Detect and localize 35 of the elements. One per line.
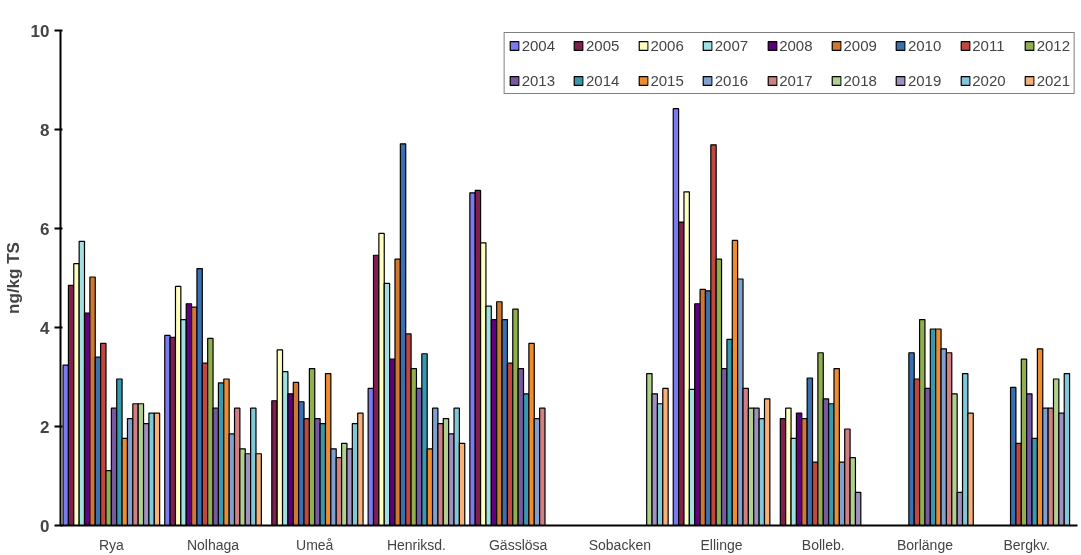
legend-label: 2017 (779, 72, 813, 89)
y-tick-label: 10 (30, 21, 50, 41)
x-tick-label: Henriksd. (386, 536, 447, 553)
legend-label: 2010 (907, 37, 942, 54)
legend-label: 2009 (843, 37, 877, 54)
y-axis-title: ng/kg TS (3, 242, 23, 314)
x-tick-label: Umeå (296, 536, 334, 553)
legend-label: 2012 (1036, 37, 1070, 54)
legend-label: 2020 (972, 72, 1006, 89)
x-tick-label: Ellinge (700, 536, 743, 553)
legend-label: 2011 (972, 37, 1005, 54)
x-tick-label: Bolleb. (801, 536, 845, 553)
legend-label: 2013 (521, 72, 555, 89)
y-tick-label: 0 (40, 516, 50, 536)
y-tick-label: 2 (40, 417, 50, 437)
x-tick-label: Bergkv. (1003, 536, 1050, 553)
legend-label: 2014 (586, 72, 620, 89)
legend-label: 2006 (650, 37, 684, 54)
legend-label: 2021 (1036, 72, 1070, 89)
legend-label: 2019 (907, 72, 942, 89)
legend-label: 2015 (650, 72, 684, 89)
x-tick-label: Borlänge (896, 536, 954, 553)
legend-label: 2007 (714, 37, 749, 54)
x-tick-label: Sobacken (588, 536, 651, 553)
legend-label: 2018 (843, 72, 877, 89)
legend-label: 2004 (521, 37, 555, 54)
legend-label: 2005 (586, 37, 620, 54)
x-tick-label: Gässlösa (488, 536, 548, 553)
legend-label: 2016 (714, 72, 749, 89)
y-tick-label: 4 (40, 318, 51, 338)
x-tick-label: Rya (98, 536, 125, 553)
y-tick-label: 6 (40, 219, 50, 239)
x-tick-label: Nolhaga (186, 536, 240, 553)
y-tick-label: 8 (40, 120, 50, 140)
legend-label: 2008 (779, 37, 813, 54)
